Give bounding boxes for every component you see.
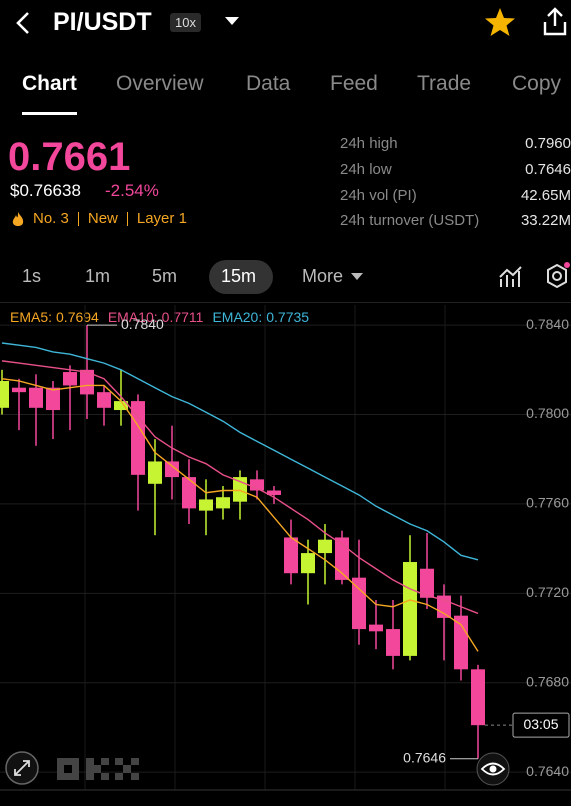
candle-body (216, 497, 230, 509)
candle-body (165, 461, 179, 478)
tab[interactable]: Data (246, 72, 291, 95)
candle-body (29, 387, 43, 408)
fullscreen-button[interactable] (4, 750, 40, 786)
visibility-button[interactable] (475, 752, 511, 786)
y-tick-label: 0.7760 (526, 495, 569, 511)
stat-label: 24h vol (PI) (340, 187, 417, 204)
tag: No. 3 (33, 210, 69, 227)
stat-label: 24h high (340, 135, 398, 152)
tag: New (77, 211, 127, 226)
pair-dropdown[interactable] (224, 15, 240, 27)
share-button[interactable] (540, 6, 570, 38)
legend-item: EMA20: 0.7735 (212, 309, 309, 325)
candle-body (131, 401, 145, 475)
tab[interactable]: Chart (22, 72, 77, 95)
ema-legend: EMA5: 0.7694 EMA10: 0.7711 EMA20: 0.7735 (10, 309, 309, 325)
candle-body (114, 401, 128, 411)
legend-item: EMA10: 0.7711 (108, 309, 204, 325)
candle-body (335, 537, 349, 580)
tab[interactable]: Copy (512, 72, 562, 95)
back-button[interactable] (12, 10, 36, 36)
divider (0, 302, 571, 303)
interval-option[interactable]: 15m (221, 266, 257, 286)
y-tick-label: 0.7840 (526, 316, 569, 332)
low-label: 0.7646 (403, 749, 446, 765)
legend-name: EMA5: (10, 309, 53, 325)
price-change: -2.54% (105, 181, 159, 200)
interval-option[interactable]: 5m (152, 266, 178, 286)
ema-line (1, 378, 479, 652)
tab[interactable]: Trade (417, 72, 472, 95)
legend-name: EMA10: (107, 309, 158, 325)
candle-body (63, 372, 77, 386)
legend-value: 0.7711 (161, 309, 204, 325)
candle-body (369, 624, 383, 632)
candle-body (12, 387, 26, 393)
interval-more[interactable]: More (302, 266, 344, 286)
legend-item: EMA5: 0.7694 (10, 309, 99, 325)
favorite-star[interactable] (483, 6, 517, 38)
candle-body (250, 479, 264, 491)
candle-body (284, 537, 298, 574)
pair-title[interactable]: PI/USDT (53, 8, 152, 36)
candle-body (80, 369, 94, 395)
tab[interactable]: Overview (116, 72, 204, 95)
indicator-button[interactable] (498, 265, 524, 289)
usd-price: $0.76638 (10, 181, 81, 200)
interval-option[interactable]: 1s (22, 266, 42, 286)
candle-body (233, 477, 247, 502)
okx-watermark (57, 758, 139, 780)
stat-value: 33.22M (520, 212, 571, 229)
y-tick-label: 0.7720 (526, 584, 569, 600)
candle-body (386, 629, 400, 656)
candle-body (420, 568, 434, 598)
fire-icon (12, 212, 24, 226)
candle-body (403, 562, 417, 656)
candle-body (318, 539, 332, 554)
tag: Layer 1 (126, 211, 196, 226)
stat-value: 0.7960 (525, 135, 571, 152)
candle-body (148, 461, 162, 484)
tag-row: No. 3 New Layer 1 (24, 210, 196, 227)
stat-label: 24h turnover (USDT) (340, 212, 480, 229)
stat-value: 42.65M (520, 187, 571, 204)
candle-body (352, 577, 366, 630)
candle-body (301, 553, 315, 574)
legend-name: EMA20: (212, 309, 263, 325)
candle-body (46, 387, 60, 411)
high-label: 0.7840 (121, 316, 164, 332)
interval-selected-pill (209, 260, 273, 294)
candle-body (97, 392, 111, 408)
candle-body (199, 499, 213, 511)
legend-value: 0.7694 (56, 309, 99, 325)
candle-body (454, 615, 468, 670)
interval-option[interactable]: 1m (85, 266, 111, 286)
legend-value: 0.7735 (266, 309, 310, 325)
stat-label: 24h low (340, 161, 392, 178)
ema-line (1, 342, 479, 561)
last-price: 0.7661 (8, 135, 131, 179)
tab-underline (22, 112, 77, 115)
tab[interactable]: Feed (330, 72, 378, 95)
settings-button[interactable] (543, 262, 571, 292)
stat-value: 0.7646 (525, 161, 571, 178)
y-tick-label: 0.7800 (526, 405, 569, 421)
leverage-badge: 10x (170, 13, 201, 32)
candle-body (267, 490, 281, 495)
y-tick-label: 0.7680 (526, 673, 569, 689)
ema-line (1, 360, 479, 615)
countdown-box (512, 712, 570, 738)
candle-body (471, 669, 485, 726)
y-tick-label: 0.7640 (526, 763, 569, 779)
more-caret (351, 273, 363, 280)
candle-body (182, 477, 196, 509)
countdown-label: 03:05 (523, 716, 558, 732)
candle-body (0, 380, 9, 408)
